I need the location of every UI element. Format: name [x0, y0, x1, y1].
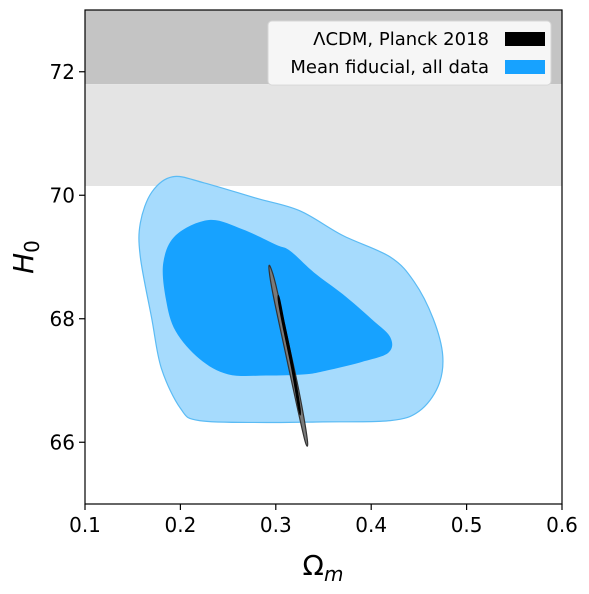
x-tick-label: 0.5 [451, 513, 483, 537]
reference-band-2 [85, 84, 562, 186]
lcdm-planck-1sigma-contour [277, 294, 301, 416]
plot-frame [84, 9, 563, 505]
legend: ΛCDM, Planck 2018 Mean fiducial, all data [267, 20, 552, 86]
x-tick-label: 0.3 [260, 513, 292, 537]
x-axis-label: Ωm [303, 549, 344, 586]
x-tick-label: 0.2 [164, 513, 196, 537]
y-tick-label: 66 [50, 430, 75, 454]
x-tick-label: 0.1 [69, 513, 101, 537]
y-tick-label: 70 [50, 183, 75, 207]
x-tick-label: 0.4 [355, 513, 387, 537]
y-axis-label: H0 [7, 240, 44, 274]
legend-box [267, 20, 552, 86]
legend-swatch [505, 32, 545, 46]
legend-label: ΛCDM, Planck 2018 [313, 29, 489, 50]
y-tick-label: 72 [50, 60, 75, 84]
legend-swatch [505, 60, 545, 74]
y-tick-label: 68 [50, 307, 75, 331]
x-tick-label: 0.6 [546, 513, 578, 537]
legend-label: Mean fiducial, all data [290, 57, 489, 78]
